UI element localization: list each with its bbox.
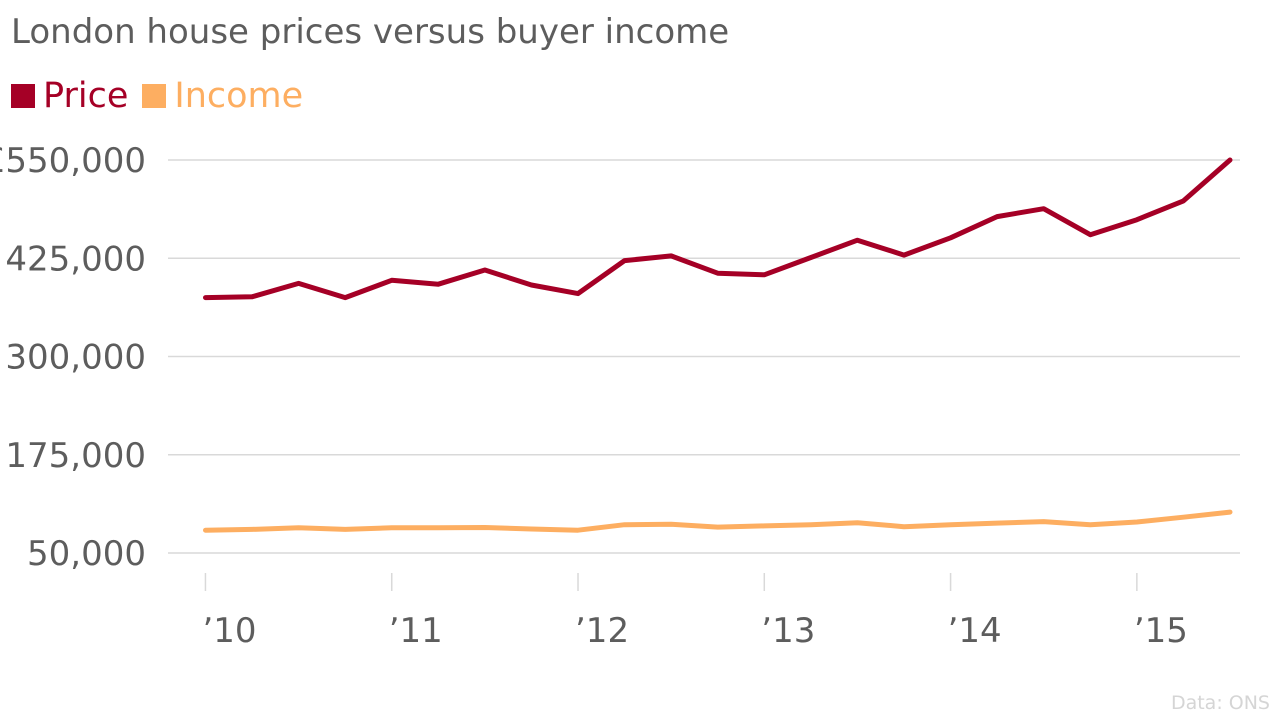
y-axis-ticks: £550,000 425,000 300,000 175,000 50,000: [0, 141, 146, 574]
legend-swatch-price: [11, 84, 35, 108]
legend: Price Income: [11, 76, 303, 116]
x-tick-label: ’14: [948, 611, 1002, 651]
source-note: Data: ONS: [1170, 692, 1270, 714]
y-tick-label: 300,000: [5, 338, 146, 378]
y-tick-label: 425,000: [5, 239, 146, 279]
x-tick-label: ’13: [761, 611, 815, 651]
x-tick-label: ’15: [1134, 611, 1188, 651]
x-tick-label: ’11: [389, 611, 443, 651]
legend-swatch-income: [142, 84, 167, 108]
legend-item-income: Income: [142, 76, 303, 116]
series-lines: [203, 157, 1233, 533]
y-tick-label: 175,000: [5, 436, 146, 476]
series-line-income: [203, 509, 1233, 533]
legend-item-price: Price: [11, 76, 128, 116]
grid-lines: [168, 159, 1240, 554]
y-tick-label: 50,000: [27, 534, 146, 574]
y-tick-label: £550,000: [0, 141, 146, 181]
x-axis-ticks: ’10 ’11 ’12 ’13 ’14 ’15: [202, 573, 1188, 651]
legend-label-income: Income: [174, 76, 304, 116]
x-tick-label: ’10: [202, 611, 256, 651]
x-tick-label: ’12: [575, 611, 629, 651]
series-line-price: [203, 157, 1233, 301]
legend-label-price: Price: [43, 76, 129, 116]
chart-title: London house prices versus buyer income: [11, 12, 730, 52]
